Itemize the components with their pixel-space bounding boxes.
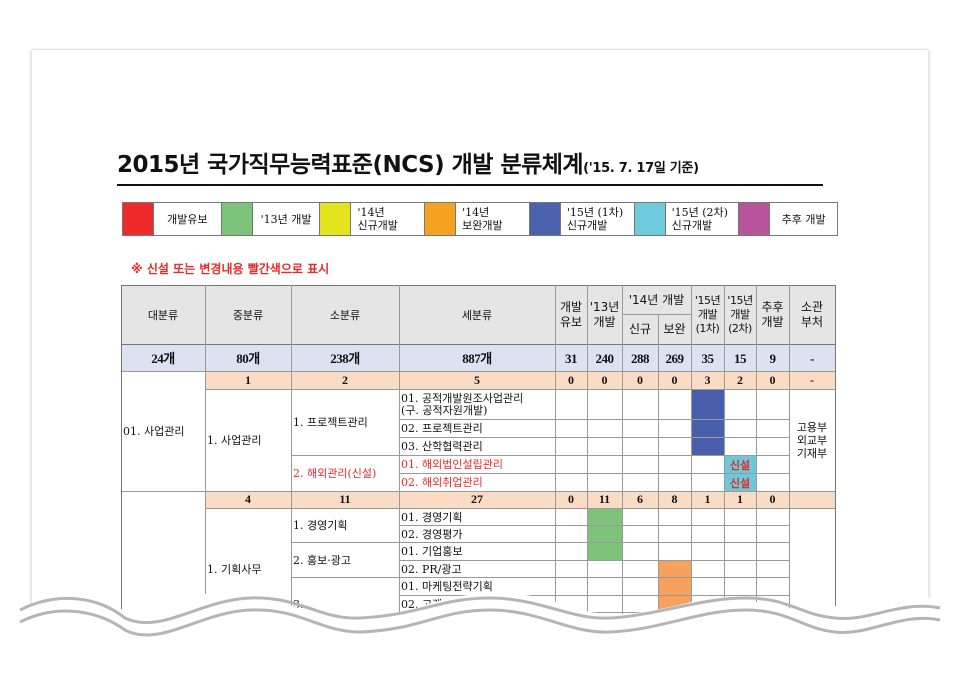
total-detail: 887개 (462, 350, 492, 366)
header-detail: 세분류 (461, 308, 493, 322)
new-tag-1: 신설 (729, 458, 751, 472)
header-later: 추후 개발 (761, 300, 784, 329)
header-dev14-new: 신규 (628, 322, 652, 336)
middle-category-2-1: 1. 기획사무 (207, 563, 262, 576)
total-hold: 31 (565, 350, 578, 366)
legend-label-later: 추후 개발 (781, 212, 826, 226)
g2-subtotal-detail: 27 (471, 492, 483, 506)
legend-label-13: '13년 개발 (253, 203, 321, 235)
g1-subtotal-dev14-revise: 0 (671, 372, 678, 387)
g2-subtotal-dev14-new: 6 (637, 492, 643, 506)
g1-subtotal-detail: 5 (474, 372, 480, 387)
legend-swatch-15-1 (529, 203, 561, 235)
legend-swatch-14-new (320, 203, 352, 235)
g1-subtotal-dev15-1: 3 (704, 372, 711, 387)
change-note: ※ 신설 또는 변경내용 빨간색으로 표시 (131, 262, 330, 276)
dev15-1-block (691, 389, 724, 455)
detail-1-4: 01. 해외법인설립관리 (401, 458, 503, 471)
detail-2-3: 01. 기업홍보 (401, 545, 463, 558)
page-break-wave (0, 592, 960, 688)
total-dev15-2: 15 (734, 350, 747, 366)
legend-swatch-hold (123, 203, 154, 235)
detail-1-3: 03. 산학협력관리 (401, 440, 483, 453)
legend-swatch-later (739, 203, 771, 235)
header-dev15-1: '15년 개발 (1차) (694, 294, 721, 335)
g1-subtotal-dev14-new: 0 (637, 372, 643, 387)
minor-category-2-2: 2. 홍보·광고 (293, 553, 351, 567)
subtotal-band-2 (205, 491, 835, 508)
total-middle: 80개 (236, 350, 260, 366)
total-major: 24개 (151, 350, 175, 366)
g1-subtotal-ministry: - (810, 372, 814, 387)
detail-1-2: 02. 프로젝트관리 (401, 422, 483, 435)
minor-category-2-1: 1. 경영기획 (293, 519, 348, 532)
g2-subtotal-minor: 11 (339, 492, 351, 506)
total-ministry: - (810, 350, 814, 366)
g1-subtotal-middle: 1 (245, 372, 251, 387)
header-dev14: '14년 개발 (628, 292, 685, 307)
legend-label-15-2: '15년 (2차) 신규개발 (666, 203, 740, 235)
g2-subtotal-middle: 4 (245, 492, 251, 506)
color-legend: 개발유보 '13년 개발 '14년 신규개발 '14년 보완개발 '15년 (1… (122, 202, 838, 236)
detail-2-2: 02. 경영평가 (401, 527, 463, 541)
total-dev13: 240 (595, 350, 615, 366)
ministry-1: 고용부 외교부 기재부 (796, 421, 828, 460)
dev15-2-cell-1 (724, 455, 756, 473)
header-ministry: 소관 부처 (800, 300, 824, 329)
legend-swatch-13 (221, 203, 253, 235)
totals-band (121, 345, 835, 371)
g2-subtotal-dev15-2: 1 (737, 492, 743, 506)
g2-subtotal-later: 0 (769, 492, 776, 506)
header-hold: 개발 유보 (559, 300, 583, 329)
detail-2-1: 01. 경영기획 (401, 510, 463, 524)
header-dev14-revise: 보완 (663, 322, 686, 336)
middle-category-1-1: 1. 사업관리 (207, 434, 262, 447)
g1-subtotal-later: 0 (769, 372, 776, 387)
dev15-2-cell-2 (724, 473, 756, 491)
total-minor: 238개 (330, 350, 360, 366)
header-dev13: '13년 개발 (589, 300, 620, 329)
title-date: ('15. 7. 17일 기준) (583, 161, 699, 176)
legend-swatch-15-2 (634, 203, 666, 235)
header-middle: 중분류 (232, 308, 264, 322)
major-category-1: 01. 사업관리 (123, 425, 185, 438)
header-minor: 소분류 (329, 308, 361, 322)
document-title: 2015년 국가직무능력표준(NCS) 개발 분류체계('15. 7. 17일 … (117, 151, 823, 186)
new-tag-2: 신설 (729, 476, 751, 490)
detail-1-5: 02. 해외취업관리 (401, 476, 483, 489)
legend-label-14-revise: '14년 보완개발 (456, 203, 530, 235)
total-dev14-new: 288 (631, 350, 650, 366)
detail-1-1: 01. 공적개발원조사업관리 (구. 공적자원개발) (401, 391, 524, 417)
legend-label-hold: 개발유보 (154, 203, 222, 235)
legend-label-15-1: '15년 (1차) 신규개발 (561, 203, 635, 235)
subtotal-band-1 (205, 371, 835, 389)
total-later: 9 (769, 350, 777, 366)
g1-subtotal-minor: 2 (342, 372, 348, 387)
dev13-block (587, 508, 622, 560)
total-dev14-revise: 269 (665, 350, 685, 366)
header-band (121, 286, 835, 344)
header-dev15-2: '15년 개발 (2차) (727, 294, 753, 335)
g1-subtotal-hold: 0 (568, 372, 574, 387)
g2-subtotal-dev13: 11 (598, 492, 611, 506)
g1-subtotal-dev15-2: 2 (737, 372, 743, 387)
g2-subtotal-dev15-1: 1 (704, 492, 711, 506)
g2-subtotal-dev14-revise: 8 (671, 492, 678, 506)
legend-swatch-14-revise (425, 203, 457, 235)
minor-category-1-2: 2. 해외관리(신설) (293, 467, 377, 480)
g2-subtotal-hold: 0 (568, 492, 574, 506)
detail-2-4: 02. PR/광고 (401, 562, 462, 576)
detail-2-5: 01. 마케팅전략기획 (401, 580, 493, 593)
g1-subtotal-dev13: 0 (601, 372, 608, 387)
total-dev15-1: 35 (701, 350, 715, 366)
header-major: 대분류 (147, 308, 179, 322)
legend-label-14-new: '14년 신규개발 (351, 203, 426, 235)
minor-category-1-1: 1. 프로젝트관리 (293, 416, 368, 429)
